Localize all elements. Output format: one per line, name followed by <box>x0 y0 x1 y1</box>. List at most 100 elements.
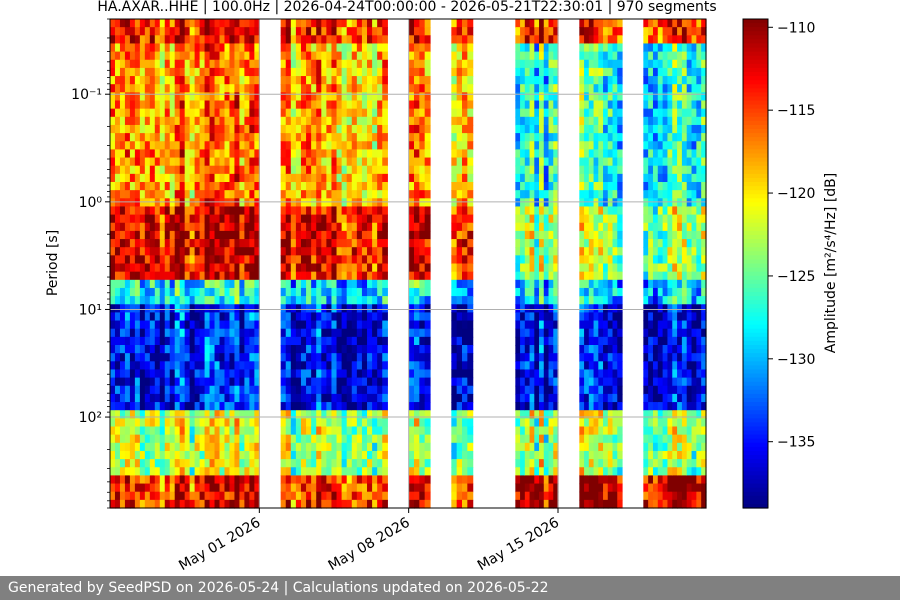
footer-bar: Generated by SeedPSD on 2026-05-24 | Cal… <box>0 576 900 600</box>
colorbar-swatch <box>743 96 768 102</box>
data-segment <box>579 19 623 509</box>
colorbar-swatch <box>743 230 768 236</box>
colorbar-swatch <box>743 369 768 375</box>
colorbar-swatch <box>743 182 768 187</box>
colorbar-swatch <box>743 340 768 346</box>
colorbar-swatch <box>743 19 768 24</box>
colorbar-swatch <box>743 300 768 305</box>
colorbar-swatch <box>743 336 768 342</box>
colorbar-swatch <box>743 361 768 366</box>
colorbar-swatch <box>743 271 768 277</box>
colorbar-swatch <box>743 84 768 89</box>
colorbar-swatch <box>743 51 768 57</box>
colorbar-swatch <box>743 239 768 244</box>
colorbar-swatch <box>743 324 768 330</box>
colorbar-swatch <box>743 153 768 159</box>
colorbar-swatch <box>743 471 768 476</box>
colorbar-swatch <box>743 402 768 407</box>
colorbar: −110 −115 −120 −125 −130 −135 <box>742 18 815 509</box>
y-axis: 10⁻¹ 10⁰ 10¹ 10² <box>71 18 110 509</box>
data-segment <box>408 19 431 509</box>
data-segment <box>110 19 260 509</box>
colorbar-swatch <box>743 349 768 354</box>
colorbar-swatch <box>743 88 768 93</box>
colorbar-swatch <box>743 177 768 183</box>
colorbar-swatch <box>743 292 768 297</box>
colorbar-swatch <box>743 296 768 301</box>
footer-text: Generated by SeedPSD on 2026-05-24 | Cal… <box>8 580 549 596</box>
spectrogram-heatmap <box>110 19 707 509</box>
colorbar-swatch <box>743 55 768 61</box>
colorbar-swatch <box>743 357 768 362</box>
colorbar-swatch <box>743 304 768 309</box>
colorbar-swatch <box>743 467 768 472</box>
colorbar-swatch <box>743 226 768 232</box>
colorbar-swatch <box>743 487 768 493</box>
colorbar-swatch <box>743 345 768 350</box>
colorbar-swatch <box>743 377 768 383</box>
colorbar-swatch <box>743 80 768 85</box>
colorbar-swatch <box>743 446 768 452</box>
colorbar-swatch <box>743 283 768 289</box>
colorbar-swatch <box>743 76 768 81</box>
colorbar-swatch <box>743 149 768 155</box>
colorbar-swatch <box>743 120 768 126</box>
colorbar-swatch <box>743 133 768 138</box>
colorbar-swatch <box>743 279 768 285</box>
colorbar-swatch <box>743 104 768 110</box>
colorbar-swatch <box>743 27 768 32</box>
colorbar-swatch <box>743 210 768 216</box>
colorbar-swatch <box>743 112 768 118</box>
colorbar-swatch <box>743 438 768 444</box>
colorbar-swatch <box>743 35 768 40</box>
x-tick-label: May 15 2026 <box>475 515 562 575</box>
y-tick-label: 10⁻¹ <box>71 87 102 103</box>
colorbar-swatch <box>743 92 768 98</box>
colorbar-swatch <box>743 137 768 142</box>
colorbar-tick-label: −115 <box>777 103 815 119</box>
colorbar-swatch <box>743 479 768 485</box>
colorbar-swatch <box>743 145 768 150</box>
colorbar-swatch <box>743 316 768 322</box>
colorbar-swatch <box>743 59 768 65</box>
colorbar-label: Amplitude [m²/s⁴/Hz] [dB] <box>823 173 839 353</box>
colorbar-swatch <box>743 218 768 224</box>
colorbar-swatch <box>743 198 768 203</box>
colorbar-swatch <box>743 459 768 464</box>
colorbar-swatch <box>743 214 768 220</box>
grid <box>110 19 706 508</box>
colorbar-swatch <box>743 418 768 424</box>
chart-title: HA.AXAR..HHE | 100.0Hz | 2026-04-24T00:0… <box>97 0 716 15</box>
colorbar-swatch <box>743 63 768 69</box>
colorbar-swatch <box>743 491 768 497</box>
colorbar-swatch <box>743 124 768 130</box>
colorbar-swatch <box>743 100 768 106</box>
y-tick-label: 10¹ <box>79 302 102 318</box>
colorbar-swatch <box>743 169 768 175</box>
colorbar-swatch <box>743 47 768 53</box>
colorbar-swatch <box>743 389 768 395</box>
colorbar-swatch <box>743 31 768 36</box>
colorbar-tick-label: −125 <box>777 269 815 285</box>
colorbar-swatch <box>743 263 768 269</box>
colorbar-swatch <box>743 116 768 122</box>
colorbar-swatch <box>743 503 768 509</box>
colorbar-swatch <box>743 243 768 248</box>
colorbar-swatch <box>743 39 768 45</box>
colorbar-swatch <box>743 430 768 436</box>
data-segment <box>280 19 388 509</box>
colorbar-tick-label: −110 <box>777 20 815 36</box>
colorbar-tick-label: −135 <box>777 435 815 451</box>
colorbar-swatch <box>743 206 768 212</box>
colorbar-swatch <box>743 308 768 313</box>
colorbar-swatch <box>743 381 768 387</box>
colorbar-tick-label: −130 <box>777 352 815 368</box>
colorbar-swatch <box>743 442 768 448</box>
colorbar-swatch <box>743 190 768 195</box>
data-segment <box>515 19 559 509</box>
x-tick-label: May 01 2026 <box>176 515 263 575</box>
colorbar-swatch <box>743 43 768 49</box>
colorbar-swatch <box>743 247 768 252</box>
colorbar-swatch <box>743 353 768 358</box>
